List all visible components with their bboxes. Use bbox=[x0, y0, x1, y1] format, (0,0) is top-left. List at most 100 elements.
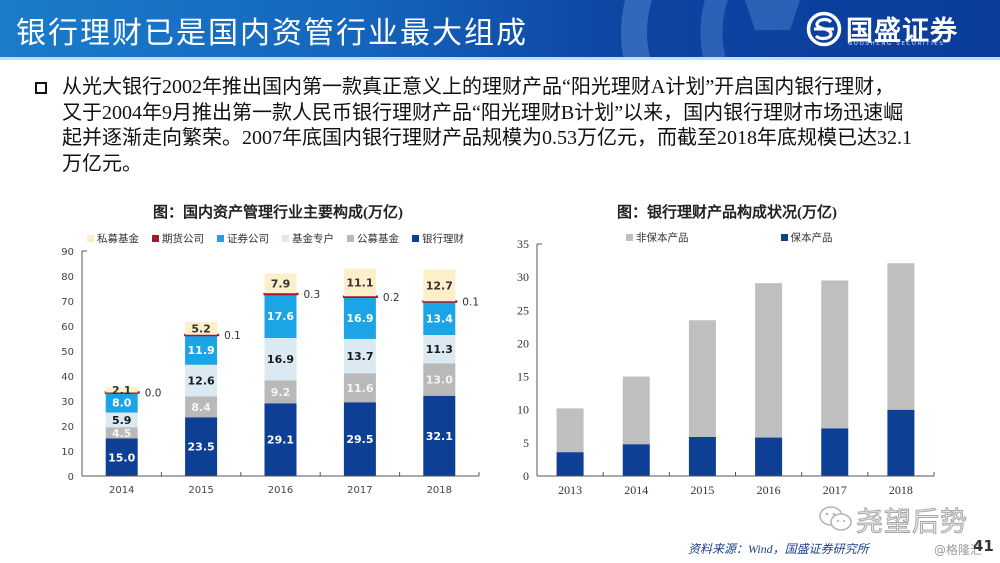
bar-2017-series-2 bbox=[343, 339, 376, 374]
y-tick-label: 5 bbox=[523, 436, 529, 450]
data-label: 11.1 bbox=[346, 276, 373, 289]
bar-2015-series-2 bbox=[185, 364, 218, 397]
y-tick-label: 90 bbox=[61, 247, 74, 258]
legend-swatch bbox=[152, 235, 159, 242]
data-label: 29.1 bbox=[267, 434, 294, 447]
data-label: 15.0 bbox=[108, 451, 135, 464]
x-tick-label: 2013 bbox=[558, 483, 582, 497]
data-label: 5.9 bbox=[112, 414, 132, 427]
y-tick-label: 10 bbox=[517, 403, 529, 417]
y-tick-label: 30 bbox=[61, 397, 74, 408]
data-label: 0.3 bbox=[304, 289, 321, 301]
paragraph-line: 又于2004年9月推出第一款人民币银行理财产品“阳光理财B计划”以来，国内银行理… bbox=[62, 101, 904, 124]
y-tick-label: 20 bbox=[61, 422, 74, 433]
paragraph-line: 从光大银行2002年推出国内第一款真正意义上的理财产品“阳光理财A计划”开启国内… bbox=[62, 76, 895, 98]
y-tick-label: 10 bbox=[61, 447, 74, 458]
legend-label: 银行理财 bbox=[422, 234, 464, 245]
y-tick-label: 35 bbox=[517, 237, 529, 251]
y-tick-label: 0 bbox=[68, 472, 74, 483]
bar-2018-series-1 bbox=[423, 363, 456, 396]
bar-2016-series-2 bbox=[264, 338, 297, 381]
square-bullet-icon bbox=[35, 82, 47, 94]
data-label: 0.0 bbox=[145, 388, 162, 400]
legend-item: 银行理财 bbox=[412, 231, 464, 246]
y-tick-label: 15 bbox=[517, 370, 529, 384]
bar-2016-series-4 bbox=[263, 292, 299, 296]
logo-subtitle: GUOSHENG SECURITIES bbox=[848, 41, 945, 47]
page-title: 银行理财已是国内资管行业最大组成 bbox=[16, 16, 528, 51]
data-label: 32.1 bbox=[426, 430, 453, 443]
legend-label: 保本产品 bbox=[790, 233, 833, 244]
data-label: 11.3 bbox=[426, 343, 453, 356]
legend-item: 期货公司 bbox=[152, 231, 204, 246]
legend-swatch bbox=[217, 235, 224, 242]
legend-label: 证券公司 bbox=[227, 234, 269, 245]
data-label: 16.9 bbox=[267, 353, 294, 366]
decor-arc bbox=[621, 0, 653, 57]
x-tick-label: 2014 bbox=[624, 483, 648, 497]
data-label: 0.1 bbox=[224, 330, 241, 342]
y-tick-label: 30 bbox=[517, 270, 529, 284]
watermark-handle: @格隆汇 bbox=[934, 543, 983, 557]
bar-2017-series-5 bbox=[343, 268, 376, 297]
bar-2014-series-1 bbox=[105, 427, 138, 439]
legend-label: 公募基金 bbox=[357, 234, 399, 245]
bar-2013-series-1 bbox=[556, 408, 584, 453]
y-tick-label: 60 bbox=[61, 322, 74, 333]
data-label: 9.2 bbox=[271, 386, 291, 399]
bar-2016-series-5 bbox=[264, 273, 297, 294]
watermark-text: 尧望后势 bbox=[856, 507, 968, 539]
data-label: 12.7 bbox=[426, 279, 453, 292]
y-tick-label: 70 bbox=[61, 297, 74, 308]
header-decoration bbox=[621, 0, 800, 57]
data-label: 23.5 bbox=[188, 441, 215, 454]
data-label: 16.9 bbox=[346, 312, 373, 325]
source-note: 资料来源：Wind，国盛证券研究所 bbox=[688, 542, 869, 556]
data-label: 17.6 bbox=[267, 310, 294, 323]
paragraph-line: 起并逐渐走向繁荣。2007年底国内银行理财产品规模为0.53万亿元，而截至201… bbox=[62, 127, 912, 149]
wechat-icon bbox=[819, 506, 852, 531]
left-chart-legend: 私募基金 期货公司 证券公司 基金专户 公募基金 银行理财 bbox=[87, 231, 477, 246]
legend-label: 基金专户 bbox=[292, 234, 334, 245]
bar-2017-series-0 bbox=[821, 428, 849, 476]
legend-swatch bbox=[412, 235, 419, 242]
bar-2015-series-1 bbox=[688, 320, 716, 437]
legend-item: 公募基金 bbox=[347, 231, 399, 246]
bar-2015-series-3 bbox=[185, 335, 218, 365]
bar-2014-series-2 bbox=[105, 412, 138, 428]
legend-item: 证券公司 bbox=[217, 231, 269, 246]
legend-item: 保本产品 bbox=[780, 230, 833, 245]
data-label: 13.7 bbox=[346, 350, 373, 363]
x-tick-label: 2016 bbox=[757, 483, 781, 497]
data-label: 0.1 bbox=[462, 297, 479, 309]
bank-wealth-product-stacked-bar-chart: 0 5 10 15 20 25 30 35 2013 2014 2015 2016 2017 2018 bbox=[517, 237, 935, 497]
logo-name: 国盛证券 bbox=[846, 16, 958, 47]
y-tick-label: 20 bbox=[517, 336, 529, 350]
y-tick-label: 0 bbox=[523, 469, 529, 483]
bar-2017-series-3 bbox=[343, 296, 376, 339]
y-tick-label: 50 bbox=[61, 347, 74, 358]
bar-2017-series-0 bbox=[343, 402, 376, 476]
right-chart-title: 图：银行理财产品构成状况(万亿) bbox=[617, 205, 837, 221]
bar-2017-series-1 bbox=[343, 373, 376, 403]
bar-2014-series-1 bbox=[622, 376, 650, 445]
bar-2018-series-2 bbox=[423, 335, 456, 364]
data-label: 8.4 bbox=[191, 401, 211, 414]
bar-2015-series-1 bbox=[185, 396, 218, 418]
data-label: 13.4 bbox=[426, 312, 453, 325]
bar-2017-series-1 bbox=[821, 280, 849, 429]
x-tick-label: 2015 bbox=[690, 483, 714, 497]
data-label: 2.1 bbox=[112, 384, 132, 397]
bar-2016-series-1 bbox=[755, 283, 783, 438]
legend-item: 基金专户 bbox=[282, 231, 334, 246]
legend-label: 非保本产品 bbox=[636, 233, 689, 244]
data-label: 4.5 bbox=[112, 427, 132, 440]
legend-swatch bbox=[282, 235, 289, 242]
bar-2015-series-5 bbox=[185, 321, 218, 335]
data-label: 7.9 bbox=[271, 277, 291, 290]
data-label: 13.0 bbox=[426, 374, 453, 387]
data-label: 11.6 bbox=[346, 382, 373, 395]
legend-swatch bbox=[87, 235, 94, 242]
bar-2018-series-3 bbox=[423, 301, 456, 335]
bar-2014-series-3 bbox=[105, 392, 138, 413]
